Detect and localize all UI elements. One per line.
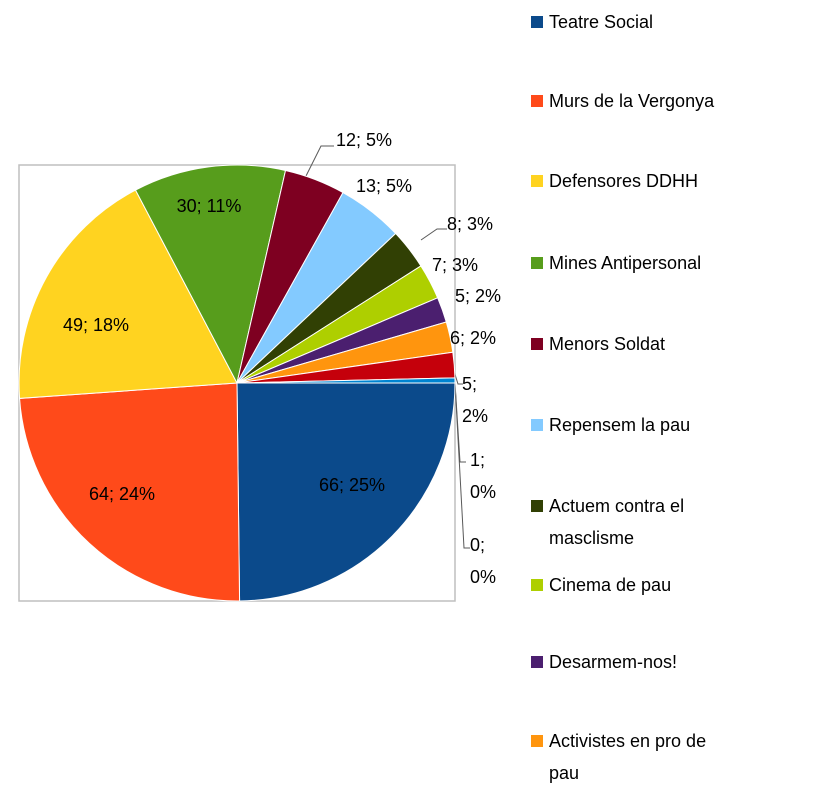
pie-slice — [18, 189, 238, 399]
data-label: 8; 3% — [447, 214, 494, 234]
data-label: 66; 25% — [318, 475, 386, 495]
data-label: 7; 3% — [432, 255, 479, 275]
legend-swatch — [531, 579, 543, 591]
leader-line — [454, 382, 470, 549]
legend-swatch — [531, 16, 543, 28]
pie-slice — [236, 382, 456, 602]
pie-canvas — [18, 145, 470, 602]
legend-label: Actuem contra el masclisme — [549, 496, 685, 548]
legend-swatch — [531, 338, 543, 350]
data-label: 49; 18% — [62, 315, 130, 335]
legend-label: Repensem la pau — [549, 415, 691, 435]
legend-item: Repensem la pau — [531, 409, 731, 441]
legend-item: Mines Antipersonal — [531, 247, 731, 279]
legend-item: Actuem contra el masclisme — [531, 490, 731, 554]
legend-label: Mines Antipersonal — [549, 253, 702, 273]
legend-swatch — [531, 175, 543, 187]
legend-label: Teatre Social — [549, 12, 654, 32]
legend-label: Murs de la Vergonya — [549, 91, 715, 111]
legend-label: Desarmem-nos! — [549, 652, 678, 672]
legend-swatch — [531, 257, 543, 269]
data-label: 5; 2% — [462, 374, 489, 426]
legend-item: Cinema de pau — [531, 569, 731, 601]
legend-swatch — [531, 95, 543, 107]
chart: 66; 25% 64; 24% 49; 18% 30; 11% 12; 5% 13; 5%… — [18, 6, 731, 783]
data-label: 6; 2% — [450, 328, 497, 348]
pie-slice — [19, 382, 241, 602]
data-label: 5; 2% — [455, 286, 502, 306]
legend-label: Cinema de pau — [549, 575, 672, 595]
data-label: 30; 11% — [176, 196, 242, 216]
data-label: 0; 0% — [470, 535, 497, 587]
data-label: 12; 5% — [336, 130, 393, 150]
legend-label: Defensores DDHH — [549, 171, 699, 191]
legend-item: Desarmem-nos! — [531, 646, 731, 678]
legend-item: Murs de la Vergonya — [531, 85, 731, 117]
pie-slice — [134, 164, 287, 385]
legend-label: Activistes en pro de pau — [549, 731, 707, 783]
legend-item: Menors Soldat — [531, 328, 731, 360]
data-label: 64; 24% — [88, 484, 156, 504]
legend-swatch — [531, 656, 543, 668]
leader-line — [420, 228, 447, 241]
legend-item: Defensores DDHH — [531, 165, 731, 197]
data-label: 13; 5% — [356, 176, 413, 196]
data-label: 1; 0% — [470, 450, 497, 502]
legend-label: Menors Soldat — [549, 334, 666, 354]
legend-swatch — [531, 500, 543, 512]
legend-item: Activistes en pro de pau — [531, 725, 731, 789]
legend-swatch — [531, 735, 543, 747]
legend-item: Teatre Social — [531, 6, 731, 38]
legend-swatch — [531, 419, 543, 431]
leader-line — [305, 145, 334, 177]
